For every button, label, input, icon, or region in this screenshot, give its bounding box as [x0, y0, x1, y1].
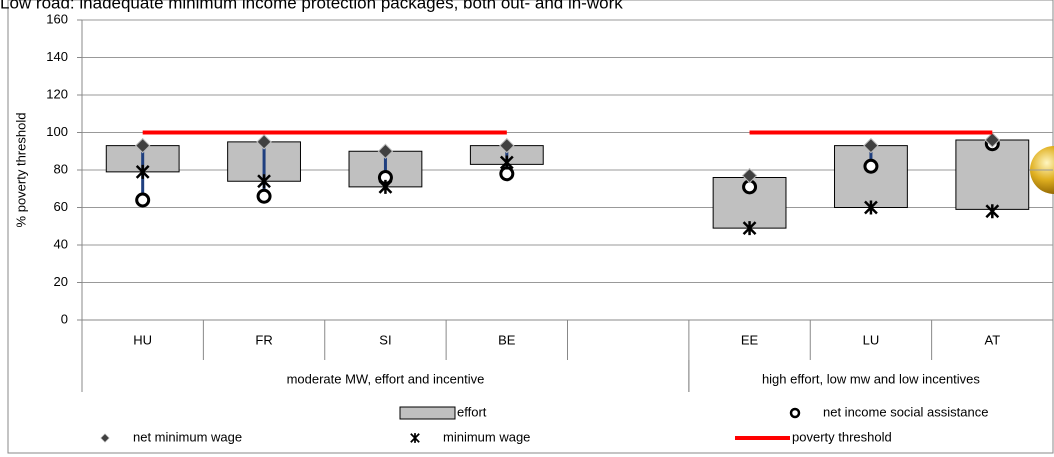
legend-swatch: [411, 433, 419, 443]
legend-swatch: [400, 407, 455, 419]
x-tick-label: FR: [255, 332, 272, 347]
chart-title: Low road: inadequate minimum income prot…: [0, 0, 623, 12]
legend-label: poverty threshold: [792, 429, 892, 444]
marker-circle: [137, 194, 149, 206]
x-tick-label: BE: [498, 332, 516, 347]
marker-circle: [258, 190, 270, 202]
legend-label: net minimum wage: [133, 429, 242, 444]
legend-swatch: [791, 409, 799, 417]
group-label: moderate MW, effort and incentive: [287, 371, 485, 386]
legend-label: net income social assistance: [823, 404, 988, 419]
chart: Low road: inadequate minimum income prot…: [0, 0, 1054, 457]
y-tick-label: 0: [61, 311, 68, 326]
x-tick-label: AT: [984, 332, 1000, 347]
group-label: high effort, low mw and low incentives: [762, 371, 980, 386]
marker-circle: [865, 160, 877, 172]
marker-x: [986, 204, 998, 218]
y-tick-label: 40: [54, 236, 68, 251]
y-tick-label: 160: [46, 11, 68, 26]
x-tick-label: EE: [741, 332, 759, 347]
x-tick-label: LU: [863, 332, 880, 347]
x-tick-label: SI: [379, 332, 391, 347]
y-tick-label: 140: [46, 49, 68, 64]
legend-swatch: [101, 434, 109, 442]
y-axis-label: % poverty threshold: [13, 113, 28, 228]
legend-label: effort: [457, 404, 487, 419]
y-tick-label: 80: [54, 161, 68, 176]
y-tick-label: 60: [54, 199, 68, 214]
y-tick-label: 100: [46, 124, 68, 139]
x-tick-label: HU: [133, 332, 152, 347]
legend-label: minimum wage: [443, 429, 530, 444]
y-tick-label: 120: [46, 86, 68, 101]
y-tick-label: 20: [54, 274, 68, 289]
marker-circle: [501, 168, 513, 180]
